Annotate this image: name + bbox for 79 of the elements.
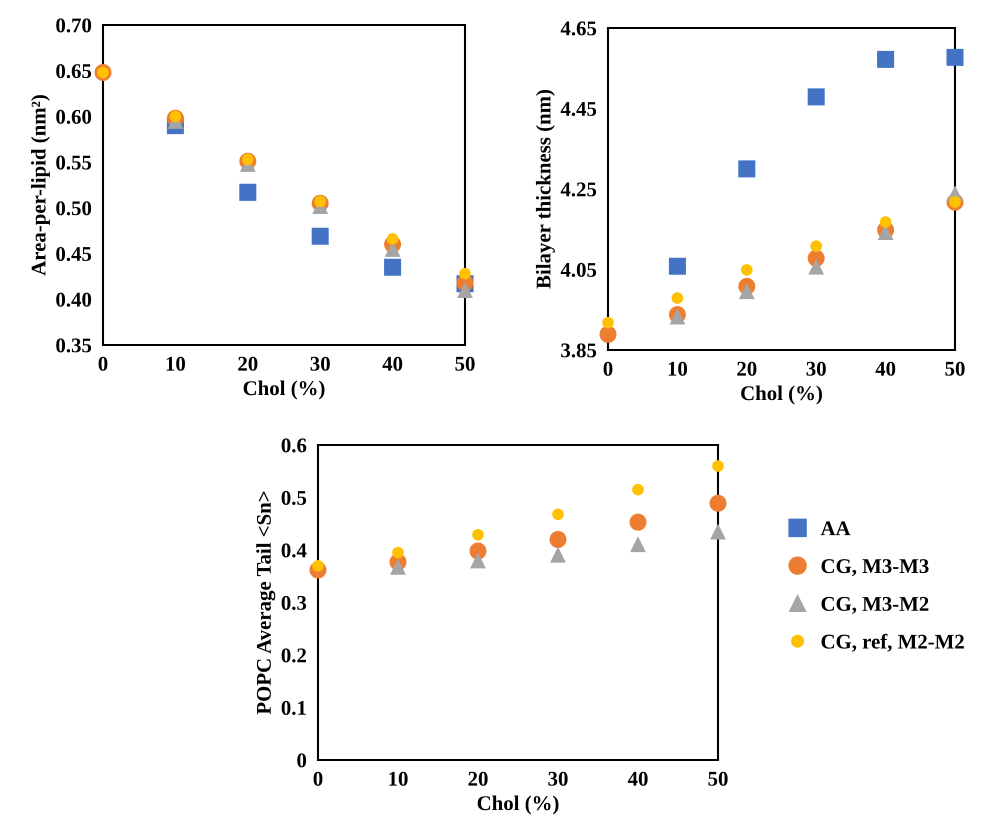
x-tick-label: 20 <box>238 356 258 371</box>
legend-label: CG, M3-M2 <box>822 596 928 614</box>
x-tick-label: 30 <box>310 356 330 371</box>
point <box>810 240 822 252</box>
y-tick-label: 0.5 <box>282 490 306 506</box>
point <box>880 216 892 228</box>
y-tick-label: 0.1 <box>282 700 306 716</box>
x-tick-label: 40 <box>875 362 896 376</box>
x-tick-label: 50 <box>945 362 965 376</box>
x-tick-label: 20 <box>468 772 488 786</box>
point <box>550 546 566 563</box>
point <box>740 264 753 276</box>
x-axis-title: Chol (%) <box>244 380 324 400</box>
y-axis-title: Bilayer thickness (nm) <box>536 90 555 289</box>
point <box>457 282 473 298</box>
x-tick-label: 0 <box>314 772 322 786</box>
point <box>738 283 755 300</box>
y-tick-label: 0.70 <box>56 18 92 33</box>
point <box>384 258 402 276</box>
y-tick-label: 0.4 <box>282 543 306 558</box>
x-tick-label: 0 <box>98 356 108 371</box>
x-tick-label: 40 <box>628 772 648 786</box>
y-tick-label: 0.60 <box>56 110 92 124</box>
point <box>239 184 256 201</box>
point <box>712 460 724 472</box>
x-tick-label: 30 <box>548 772 568 786</box>
point <box>632 484 644 496</box>
y-tick-label: 0.65 <box>56 64 92 78</box>
point <box>470 552 486 568</box>
x-axis-title: Chol (%) <box>741 386 822 404</box>
y-axis-title: POPC Average Tail <Sn> <box>256 492 276 714</box>
x-tick-label: 50 <box>708 772 728 786</box>
x-tick-label: 0 <box>604 362 612 376</box>
point <box>808 88 825 106</box>
y-tick-label: 0.40 <box>56 292 92 307</box>
point <box>946 48 964 66</box>
x-tick-label: 40 <box>382 356 402 371</box>
point <box>672 292 684 304</box>
point <box>392 546 404 558</box>
point <box>599 326 617 343</box>
y-tick-label: 4.25 <box>560 182 596 197</box>
x-tick-label: 30 <box>806 362 826 376</box>
y-tick-label: 0.3 <box>282 596 306 610</box>
x-tick-label: 10 <box>166 356 186 371</box>
x-tick-label: 50 <box>455 356 475 371</box>
y-tick-label: 0.2 <box>282 648 306 663</box>
point <box>552 508 564 520</box>
y-tick-label: 4.45 <box>560 102 596 116</box>
point <box>459 268 471 280</box>
y-axis-title: Area-per-lipid (nm²) <box>30 95 50 276</box>
y-tick-label: 0.50 <box>56 201 92 216</box>
point <box>630 536 646 552</box>
point <box>808 258 824 275</box>
y-tick-label: 0.35 <box>56 338 92 353</box>
point <box>602 316 614 328</box>
x-axis-title: Chol (%) <box>478 796 558 814</box>
y-tick-label: 0.55 <box>56 156 92 170</box>
y-tick-label: 4.65 <box>560 21 596 36</box>
y-tick-label: 4.05 <box>560 262 596 278</box>
point <box>629 514 647 531</box>
point <box>877 50 894 68</box>
y-tick-label: 0 <box>297 753 306 768</box>
legend-label: AA <box>820 521 850 536</box>
y-tick-label: 0.45 <box>56 246 92 262</box>
x-tick-label: 20 <box>737 362 756 376</box>
x-tick-label: 10 <box>389 772 408 786</box>
point <box>472 528 484 541</box>
y-tick-label: 0.6 <box>282 438 306 453</box>
legend-label: CG, ref, M2-M2 <box>822 634 964 652</box>
point <box>710 524 726 540</box>
point <box>668 258 686 275</box>
x-tick-label: 10 <box>668 362 688 376</box>
legend-label: CG, M3-M3 <box>822 559 929 576</box>
point <box>709 494 727 512</box>
y-tick-label: 3.85 <box>561 343 596 358</box>
point <box>390 558 406 575</box>
point <box>312 228 329 245</box>
point <box>549 530 567 548</box>
point <box>738 160 756 178</box>
